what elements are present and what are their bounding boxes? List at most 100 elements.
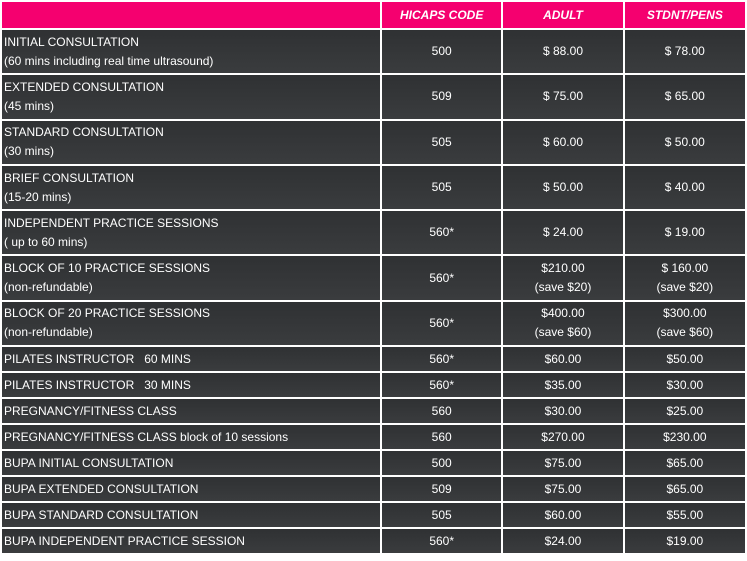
adult-cell: $75.00 — [503, 477, 623, 502]
adult-cell: $ 88.00 — [503, 30, 623, 74]
header-stdnt-pens: STDNT/PENS — [624, 2, 745, 28]
stdnt-price: $ 78.00 — [664, 44, 705, 59]
stdnt-cell: $ 65.00 — [624, 75, 745, 119]
adult-cell: $30.00 — [503, 399, 623, 424]
adult-cell: $ 75.00 — [503, 75, 623, 119]
code-cell: 560* — [382, 301, 502, 346]
stdnt-note: (save $20) — [656, 280, 714, 295]
code-cell: 560* — [382, 529, 502, 554]
service-name: INITIAL CONSULTATION — [4, 34, 139, 49]
table-row: BUPA EXTENDED CONSULTATION 509 $75.00 $6… — [2, 477, 745, 502]
table-row: BUPA INITIAL CONSULTATION 500 $75.00 $65… — [2, 451, 745, 476]
adult-cell: $35.00 — [503, 373, 623, 398]
service-cell: STANDARD CONSULTATION (30 mins) — [2, 120, 381, 164]
service-cell: INDEPENDENT PRACTICE SESSIONS ( up to 60 … — [2, 211, 381, 255]
stdnt-cell: $ 78.00 — [624, 30, 745, 74]
stdnt-price: $ 65.00 — [664, 89, 705, 104]
service-cell: PREGNANCY/FITNESS CLASS block of 10 sess… — [2, 425, 381, 450]
adult-price: $210.00 — [541, 261, 585, 276]
stdnt-price: $ 160.00 — [661, 261, 709, 276]
table-row: STANDARD CONSULTATION (30 mins) 505 $ 60.… — [2, 120, 745, 164]
adult-cell: $400.00 (save $60) — [503, 301, 623, 346]
table-row: BRIEF CONSULTATION (15-20 mins) 505 $ 50.… — [2, 165, 745, 210]
service-name: STANDARD CONSULTATION — [4, 125, 164, 140]
adult-note: (save $20) — [534, 280, 592, 295]
service-cell: PILATES INSTRUCTOR 60 MINS — [2, 347, 381, 372]
code-cell: 509 — [382, 75, 502, 119]
service-name: BLOCK OF 20 PRACTICE SESSIONS — [4, 306, 211, 321]
table-row: PILATES INSTRUCTOR 60 MINS 560* $60.00 $… — [2, 347, 745, 372]
service-cell: PREGNANCY/FITNESS CLASS — [2, 399, 381, 424]
code-cell: 560* — [382, 347, 502, 372]
adult-cell: $24.00 — [503, 529, 623, 554]
adult-price: $ 75.00 — [542, 89, 583, 104]
adult-cell: $60.00 — [503, 347, 623, 372]
table-row: PREGNANCY/FITNESS CLASS 560 $30.00 $25.0… — [2, 399, 745, 424]
stdnt-cell: $65.00 — [624, 451, 745, 476]
code-cell: 560 — [382, 425, 502, 450]
stdnt-cell: $65.00 — [624, 477, 745, 502]
adult-price: $ 88.00 — [542, 44, 583, 59]
table-row: PREGNANCY/FITNESS CLASS block of 10 sess… — [2, 425, 745, 450]
code-cell: 505 — [382, 120, 502, 164]
service-detail: (30 mins) — [4, 144, 55, 159]
adult-cell: $ 60.00 — [503, 120, 623, 164]
table-row: PILATES INSTRUCTOR 30 MINS 560* $35.00 $… — [2, 373, 745, 398]
adult-cell: $60.00 — [503, 503, 623, 528]
stdnt-price: $300.00 — [663, 306, 707, 321]
table-row: BUPA INDEPENDENT PRACTICE SESSION 560* $… — [2, 529, 745, 554]
service-cell: BUPA INDEPENDENT PRACTICE SESSION — [2, 529, 381, 554]
table-row: INDEPENDENT PRACTICE SESSIONS ( up to 60 … — [2, 211, 745, 255]
service-detail: (non-refundable) — [4, 325, 93, 340]
adult-cell: $ 24.00 — [503, 211, 623, 255]
stdnt-cell: $230.00 — [624, 425, 745, 450]
adult-cell: $ 50.00 — [503, 165, 623, 210]
header-row: HICAPS CODE ADULT STDNT/PENS — [2, 2, 745, 28]
stdnt-cell: $ 40.00 — [624, 165, 745, 210]
service-detail: (non-refundable) — [4, 280, 93, 295]
code-cell: 560 — [382, 399, 502, 424]
stdnt-cell: $30.00 — [624, 373, 745, 398]
adult-price: $ 60.00 — [542, 134, 583, 149]
code-cell: 509 — [382, 477, 502, 502]
service-cell: BUPA INITIAL CONSULTATION — [2, 451, 381, 476]
adult-cell: $270.00 — [503, 425, 623, 450]
code-cell: 560* — [382, 256, 502, 300]
stdnt-cell: $19.00 — [624, 529, 745, 554]
adult-price: $ 50.00 — [542, 180, 583, 195]
service-cell: BUPA STANDARD CONSULTATION — [2, 503, 381, 528]
stdnt-cell: $ 160.00 (save $20) — [624, 256, 745, 300]
header-hicaps-code: HICAPS CODE — [382, 2, 502, 28]
stdnt-cell: $300.00 (save $60) — [624, 301, 745, 346]
code-cell: 560* — [382, 373, 502, 398]
header-service — [2, 2, 381, 28]
code-cell: 505 — [382, 165, 502, 210]
service-cell: INITIAL CONSULTATION (60 mins including r… — [2, 30, 381, 74]
service-detail: ( up to 60 mins) — [4, 234, 88, 249]
service-cell: BLOCK OF 10 PRACTICE SESSIONS (non-refund… — [2, 256, 381, 300]
adult-price: $400.00 — [541, 306, 585, 321]
stdnt-cell: $50.00 — [624, 347, 745, 372]
table-header: HICAPS CODE ADULT STDNT/PENS — [2, 2, 745, 28]
stdnt-cell: $ 19.00 — [624, 211, 745, 255]
header-adult: ADULT — [503, 2, 623, 28]
service-cell: EXTENDED CONSULTATION (45 mins) — [2, 75, 381, 119]
service-name: BRIEF CONSULTATION — [4, 170, 135, 185]
service-cell: BRIEF CONSULTATION (15-20 mins) — [2, 165, 381, 210]
service-detail: (60 mins including real time ultrasound) — [4, 53, 214, 68]
adult-note: (save $60) — [534, 325, 592, 340]
adult-cell: $75.00 — [503, 451, 623, 476]
stdnt-cell: $ 50.00 — [624, 120, 745, 164]
code-cell: 500 — [382, 451, 502, 476]
service-name: BLOCK OF 10 PRACTICE SESSIONS — [4, 261, 211, 276]
stdnt-price: $ 19.00 — [664, 225, 705, 240]
table-row: BLOCK OF 20 PRACTICE SESSIONS (non-refund… — [2, 301, 745, 346]
table-body: INITIAL CONSULTATION (60 mins including r… — [2, 30, 745, 554]
stdnt-cell: $55.00 — [624, 503, 745, 528]
table-row: EXTENDED CONSULTATION (45 mins) 509 $ 75.… — [2, 75, 745, 119]
stdnt-price: $ 50.00 — [664, 134, 705, 149]
service-detail: (15-20 mins) — [4, 189, 72, 204]
service-cell: BUPA EXTENDED CONSULTATION — [2, 477, 381, 502]
service-cell: BLOCK OF 20 PRACTICE SESSIONS (non-refund… — [2, 301, 381, 346]
